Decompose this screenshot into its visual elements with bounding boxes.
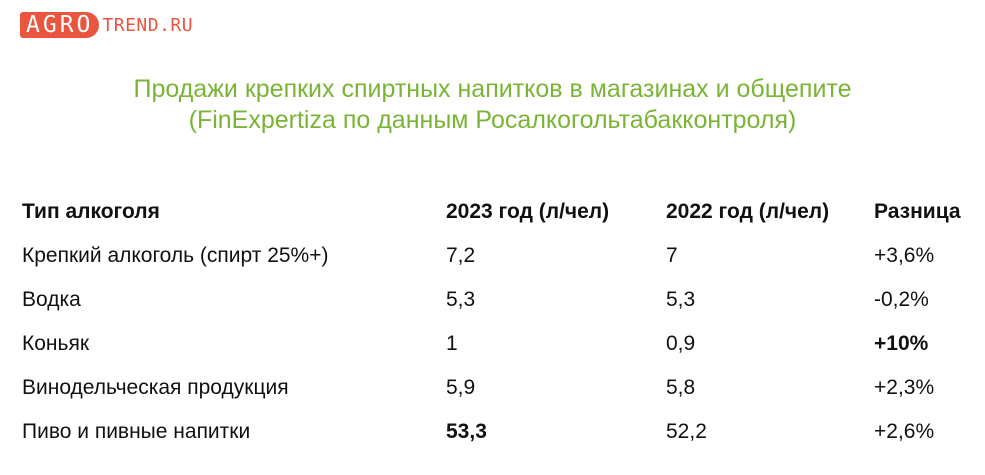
cell-type: Винодельческая продукция [22, 376, 289, 399]
page-title: Продажи крепких спиртных напитков в мага… [0, 74, 985, 136]
cell-2023: 1 [446, 332, 458, 355]
header-2022: 2022 год (л/чел) [666, 200, 830, 223]
title-line-1: Продажи крепких спиртных напитков в мага… [133, 75, 852, 103]
agrotrend-logo[interactable]: AGRO TREND.RU [20, 11, 193, 39]
cell-type: Пиво и пивные напитки [22, 420, 251, 443]
header-diff: Разница [874, 200, 961, 223]
title-line-2: (FinExpertiza по данным Росалкогольтабак… [188, 106, 797, 134]
logo-agro: AGRO [20, 12, 100, 38]
cell-2022: 7 [666, 244, 678, 267]
cell-2023: 53,3 [446, 420, 487, 443]
table-row: Крепкий алкоголь (спирт 25%+) 7,2 7 +3,6… [22, 234, 984, 278]
table-row: Коньяк 1 0,9 +10% [22, 322, 984, 366]
cell-2023: 7,2 [446, 244, 476, 267]
sales-table: Тип алкоголя 2023 год (л/чел) 2022 год (… [22, 190, 984, 454]
cell-2023: 5,3 [446, 288, 476, 311]
cell-2022: 52,2 [666, 420, 707, 443]
table-row: Пиво и пивные напитки 53,3 52,2 +2,6% [22, 410, 984, 454]
header-2023: 2023 год (л/чел) [446, 200, 610, 223]
header-type: Тип алкоголя [22, 200, 160, 223]
cell-diff: +3,6% [874, 244, 935, 267]
cell-diff: -0,2% [874, 288, 929, 311]
cell-2022: 5,8 [666, 376, 696, 399]
cell-2022: 5,3 [666, 288, 696, 311]
table-row: Водка 5,3 5,3 -0,2% [22, 278, 984, 322]
cell-diff: +2,6% [874, 420, 935, 443]
cell-type: Крепкий алкоголь (спирт 25%+) [22, 244, 329, 267]
cell-diff: +10% [874, 332, 929, 355]
table-header-row: Тип алкоголя 2023 год (л/чел) 2022 год (… [22, 190, 984, 234]
cell-type: Водка [22, 288, 81, 311]
cell-diff: +2,3% [874, 376, 935, 399]
cell-type: Коньяк [22, 332, 90, 355]
table-row: Винодельческая продукция 5,9 5,8 +2,3% [22, 366, 984, 410]
cell-2022: 0,9 [666, 332, 696, 355]
cell-2023: 5,9 [446, 376, 476, 399]
logo-trend-ru: TREND.RU [102, 14, 194, 36]
